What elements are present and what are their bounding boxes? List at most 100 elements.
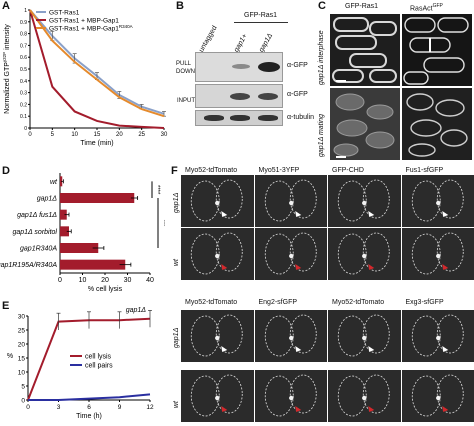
d-x-tick-label: 10 [79, 277, 87, 284]
a-y-tick-label: 0.6 [20, 55, 27, 61]
lane-gap1delta: gap1Δ [258, 32, 275, 54]
cell-outline [411, 375, 441, 417]
d-category-label-2: gap1Δ fus1Δ [17, 212, 57, 219]
cell-outline [436, 374, 464, 414]
blot-pulldown [195, 52, 283, 82]
f-bottom-image-r1-c2 [328, 370, 401, 422]
f-top-image-svg [264, 232, 317, 275]
e-y-tick-label: 25 [18, 328, 26, 335]
section-input: INPUT [177, 98, 195, 104]
f-top-image-r1-c3 [401, 228, 474, 280]
f-bottom-col-title-0: Myo52-tdTomato [185, 299, 238, 306]
a-y-label-main: Normalized GTP [4, 62, 11, 114]
f-top-row-label-1: wt [173, 259, 180, 266]
fluorescence-spot [362, 395, 367, 401]
blot-label-3: α-tubulin [287, 114, 315, 121]
a-x-tick-label: 10 [71, 132, 78, 138]
f-bottom-row-label-1: wt [173, 401, 180, 408]
e-x-tick-label: 0 [26, 404, 30, 411]
d-x-label: % cell lysis [88, 286, 123, 293]
cell-outline [436, 179, 464, 219]
panel-b-header: GFP-Ras1 [244, 12, 278, 19]
cell-outline [215, 232, 243, 272]
e-x-label: Time (h) [76, 413, 102, 420]
e-y-tick-label: 30 [18, 314, 26, 321]
f-top-image-r0-c2 [328, 175, 401, 227]
arrowhead-red [441, 406, 448, 412]
fluorescence-spot [288, 253, 293, 259]
e-legend-label-1: cell pairs [85, 363, 113, 370]
fluorescence-spot [215, 335, 220, 341]
e-series-line-1 [28, 393, 151, 401]
d-x-tick-label: 40 [146, 277, 154, 284]
e-y-tick-label: 15 [18, 356, 26, 363]
cell-outline [190, 233, 220, 275]
panel-e-chart: 0 5 10 15 20 25 30 0 3 6 9 12 Time (h)% gap1Δ cell lys… [7, 307, 154, 420]
f-top-image-svg [411, 179, 464, 222]
f-top-row-label-0: gap1Δ [173, 192, 180, 213]
a-y-tick-label: 0.5 [20, 67, 27, 73]
e-y-tick-label: 10 [18, 370, 26, 377]
arrowhead-red [221, 406, 228, 412]
a-y-tick-label: 1 [24, 8, 27, 14]
fluorescence-spot [215, 253, 220, 259]
a-y-tick-label: 0.9 [20, 20, 27, 26]
e-x-tick-label: 9 [118, 404, 122, 411]
cell-outline [362, 374, 390, 414]
panel-c-col-1: GFP-Ras1 [345, 3, 379, 10]
f-bottom-image-svg [337, 314, 390, 357]
arrowhead-white [441, 346, 448, 352]
cell-outline [362, 179, 390, 219]
arrowhead-red [294, 406, 301, 412]
panel-a-chart: 00.10.20.30.40.50.60.70.80.910 5 10 15 20 25 3… [2, 8, 168, 147]
panel-d-letter: D [2, 165, 10, 177]
e-title: gap1Δ [126, 307, 147, 314]
f-top-image-r1-c1 [254, 228, 327, 280]
a-x-tick-label: 25 [138, 132, 145, 138]
band-input-2 [230, 93, 250, 100]
fluorescence-spot [435, 200, 440, 206]
d-category-label-1: gap1Δ [37, 196, 58, 203]
panel-f-letter: F [171, 165, 178, 177]
panel-c-col-2-text: RasAct [410, 5, 433, 13]
cell-outline [215, 314, 243, 354]
a-y-tick-label: 0 [24, 126, 27, 132]
d-category-label-4: gap1R340A [20, 246, 57, 253]
cell-outline [190, 375, 220, 417]
f-top-col-title-2: GFP-CHD [332, 167, 364, 174]
a-y-tick-label: 0.2 [20, 102, 27, 108]
f-bottom-image-r1-c3 [401, 370, 474, 422]
d-sig-2: *** [160, 219, 165, 227]
arrowhead-red [368, 406, 375, 412]
a-y-label-sup: γ32P [2, 52, 7, 62]
d-category-label-0: wt [50, 179, 58, 186]
fluorescence-spot [215, 395, 220, 401]
d-bar-3 [60, 226, 69, 237]
panel-b-header-line [234, 22, 288, 23]
e-x-tick-label: 3 [57, 404, 61, 411]
cell-outline [436, 314, 464, 354]
a-y-tick-label: 0.4 [20, 79, 27, 85]
panel-c-col-2: RasActGFP [410, 3, 443, 12]
f-bottom-image-svg [264, 374, 317, 417]
panel-c-letter: C [318, 0, 326, 12]
cell-outline [362, 232, 390, 272]
f-bottom-image-r0-c3 [401, 310, 474, 362]
f-top-image-svg [264, 179, 317, 222]
d-x-tick-label: 30 [124, 277, 132, 284]
d-x-tick-label: 20 [101, 277, 109, 284]
f-top-image-r0-c1 [254, 175, 327, 227]
cell-outline [215, 374, 243, 414]
f-bottom-col-title-3: Exg3-sfGFP [405, 299, 444, 306]
arrowhead-white [368, 346, 375, 352]
blot-input-tubulin [195, 110, 283, 126]
band-gap1delta-strong [258, 62, 280, 72]
cell-outline [337, 233, 367, 275]
f-top-image-svg [190, 232, 243, 275]
band-tub-3 [258, 115, 278, 121]
d-x-tick-label: 0 [58, 277, 62, 284]
fluorescence-spot [288, 200, 293, 206]
cell-outline [190, 180, 220, 222]
e-y-tick-label: 5 [21, 384, 25, 391]
f-bottom-image-r1-c1 [254, 370, 327, 422]
